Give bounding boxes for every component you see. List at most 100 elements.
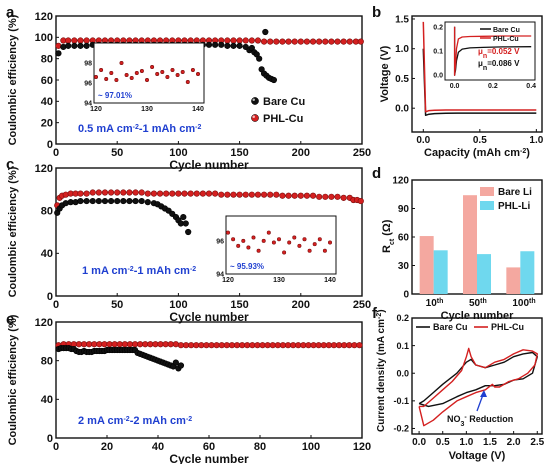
panel-e-phl-point [157, 341, 164, 348]
panel-b-y-tick-label: 1.5 [395, 14, 409, 25]
panel-a-bare-point [77, 42, 84, 49]
panel-a-bare-point [230, 42, 237, 49]
panel-e-phl-point [290, 342, 297, 349]
panel-e-phl-point [188, 342, 195, 349]
panel-d-y-tick-label: 120 [392, 176, 409, 187]
panel-c-y-tick-label: 120 [35, 163, 53, 175]
panel-b-y-tick-label: 1.0 [395, 44, 409, 55]
panel-c-inset-point [246, 245, 251, 250]
panel-a-y-tick-label: 80 [41, 54, 53, 66]
panel-c-phl-point [334, 193, 341, 200]
panel-c-inset-point [297, 243, 302, 248]
panel-b-xlabel-part: Capacity (mAh cm [424, 147, 520, 159]
panel-a-phl-point [242, 37, 249, 44]
panel-e-phl-point [208, 342, 215, 349]
panel-a-x-tick-label: 150 [230, 147, 248, 159]
panel-f-x-tick-label: 0.5 [436, 437, 450, 448]
panel-e-phl-point [101, 341, 108, 348]
panel-f-legend-phl-label: PHL-Cu [491, 322, 524, 332]
panel-c-phl-point [138, 189, 145, 196]
panel-c-bare-point [132, 197, 139, 205]
panel-d-ylabel-part: R [381, 245, 393, 253]
panel-c-phl-point [297, 192, 304, 199]
panel-c-inset-x-tick-label: 120 [222, 277, 234, 284]
panel-a-phl-point [357, 38, 364, 45]
panel-f-y-tick-label: -0.1 [393, 396, 409, 406]
panel-e-phl-point [106, 341, 113, 348]
panel-e-phl-point [91, 341, 98, 348]
panel-label-f: f [372, 305, 378, 322]
panel-d-y-tick-label: 0 [403, 290, 409, 301]
panel-a-x-tick-label: 250 [353, 147, 371, 159]
panel-a-phl-point [248, 37, 255, 44]
panel-c-inset-point [282, 250, 287, 255]
panel-a-inset-point [155, 72, 160, 77]
panel-e-condition-part: -2 [123, 416, 129, 423]
panel-e-phl-point [193, 342, 200, 349]
panel-label-a: a [6, 4, 15, 21]
panel-e-ylabel: Coulombic efficiency (%) [7, 314, 19, 445]
panel-d-legend-phl-label: PHL-Li [498, 201, 530, 212]
panel-c-condition-part: -1 mAh cm [134, 265, 190, 277]
panel-c-inset-point [276, 237, 281, 242]
panel-f-ylabel-part: ) [376, 309, 387, 312]
panel-e-x-tick-label: 60 [203, 441, 215, 453]
panel-c-phl-point [181, 190, 188, 197]
panel-e-phl-point [198, 342, 205, 349]
panel-a-bare-point [270, 76, 277, 84]
panel-a-y-tick-label: 100 [35, 32, 53, 44]
panel-a-phl-point [303, 38, 311, 45]
panel-f-y-tick-label: -0.2 [393, 424, 409, 434]
panel-c-inset-point [287, 240, 292, 245]
panel-f-ylabel-part: -2 [376, 313, 383, 319]
panel-a-phl-point [322, 38, 329, 45]
panel-e-phl-point [137, 341, 144, 348]
panel-c-phl-point [224, 191, 231, 198]
panel-e-phl-point [330, 342, 338, 349]
panel-e-phl-point [182, 342, 190, 349]
panel-e-phl-point [131, 341, 139, 348]
panel-c-phl-point [120, 189, 127, 196]
panel-c-inset-point [251, 235, 256, 240]
panel-a-inset-point [190, 68, 195, 73]
panel-e-phl-point [177, 342, 185, 349]
panel-a-phl-point [309, 38, 317, 45]
panel-a-phl-point [83, 37, 90, 44]
panel-e-phl-point [341, 342, 348, 349]
panel-f-annotation-arrowhead [480, 390, 487, 397]
panel-b-y-tick-label: 0.0 [395, 104, 409, 115]
panel-b-inset-x-tick-label: 0.0 [450, 83, 460, 90]
panel-a-inset-point [170, 68, 175, 73]
panel-e-phl-point [310, 342, 317, 349]
panel-c-inset-point [302, 237, 307, 242]
panel-c-inset-average: ~ 95.93% [230, 262, 264, 271]
panel-a-phl-point [340, 38, 347, 45]
panel-c-phl-point [316, 193, 323, 200]
panel-f-xlabel: Voltage (V) [449, 450, 506, 462]
panel-a-bare-point [224, 42, 231, 49]
panel-c-phl-point [150, 190, 158, 197]
panel-e-x-tick-label: 80 [254, 441, 266, 453]
panel-a-phl-point [236, 37, 243, 44]
panel-c-phl-point [291, 192, 298, 199]
panel-e-phl-point [259, 342, 266, 349]
panel-a-inset-point [134, 71, 139, 76]
panel-d-phl-bar [477, 254, 491, 294]
panel-c-inset-y-tick-label: 96 [216, 238, 224, 245]
panel-e-phl-point [274, 342, 281, 349]
panel-f-phl-line [418, 347, 538, 427]
panel-a-legend-phl-label: PHL-Cu [263, 113, 303, 125]
panel-a-phl-point [285, 38, 292, 45]
panel-b-inset-y-tick-label: 0.0 [433, 73, 443, 80]
panel-a-bare-point [212, 41, 219, 48]
panel-a-bare-point [218, 41, 225, 48]
panel-c-y-tick-label: 0 [47, 291, 53, 303]
panel-f-ylabel: Current density (mA cm-2) [376, 309, 388, 432]
panel-b-xlabel-part: ) [526, 147, 530, 159]
panel-a-legend-bare-label: Bare Cu [263, 96, 305, 108]
panel-c-phl-point [144, 190, 151, 197]
panel-f-x-tick-label: 2.5 [530, 437, 544, 448]
panel-c-bare-point [185, 228, 192, 236]
panel-c-inset-x-tick-label: 140 [324, 277, 336, 284]
